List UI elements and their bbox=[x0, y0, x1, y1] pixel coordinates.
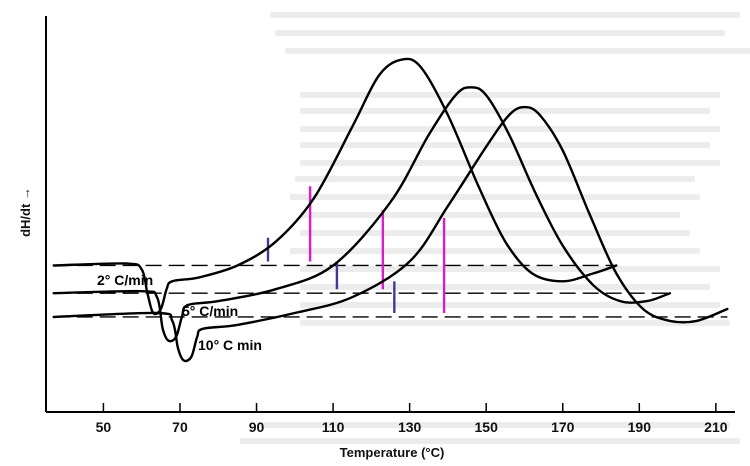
ghost-text-line bbox=[300, 92, 720, 98]
ghost-text-line bbox=[285, 48, 750, 54]
x-tick-label: 70 bbox=[172, 419, 188, 435]
ghost-text-line bbox=[270, 12, 740, 18]
x-tick-label: 110 bbox=[322, 419, 345, 435]
ghost-text-line bbox=[300, 160, 720, 166]
ghost-text-line bbox=[290, 248, 700, 254]
x-ticks: 50 70 90 110 130 150 170 190 210 bbox=[96, 403, 728, 435]
ghost-text-line bbox=[260, 422, 730, 428]
markers bbox=[266, 186, 446, 313]
ghost-text-line bbox=[300, 284, 710, 290]
ghost-text-line bbox=[300, 302, 720, 308]
ghost-text-line bbox=[290, 194, 700, 200]
ghost-text-line bbox=[275, 30, 725, 36]
ghost-text-line bbox=[300, 320, 730, 326]
x-tick-label: 150 bbox=[475, 419, 499, 435]
curves bbox=[52, 57, 729, 363]
ghost-text-line bbox=[300, 212, 680, 218]
x-tick-label: 130 bbox=[398, 419, 422, 435]
series-curve bbox=[52, 86, 672, 343]
x-tick-label: 90 bbox=[249, 419, 265, 435]
y-axis-title: dH/dt → bbox=[18, 187, 33, 237]
ghost-text-line bbox=[300, 126, 720, 132]
x-tick-label: 190 bbox=[628, 419, 652, 435]
ghost-text-line bbox=[295, 176, 695, 182]
series-curve bbox=[52, 57, 618, 316]
x-tick-label: 50 bbox=[96, 419, 112, 435]
series-label-2: 2° C/min bbox=[97, 272, 153, 288]
x-axis-title: Temperature (°C) bbox=[340, 445, 445, 460]
series-label-10: 10° C min bbox=[198, 337, 262, 353]
ghost-text-line bbox=[240, 438, 740, 444]
ghost-text-line bbox=[300, 142, 710, 148]
curve-labels: 2° C/min 5° C/min 10° C min bbox=[97, 272, 262, 353]
ghost-text-line bbox=[300, 230, 690, 236]
x-tick-label: 170 bbox=[551, 419, 575, 435]
series-curve bbox=[52, 105, 729, 363]
ghost-text-line bbox=[300, 266, 720, 272]
axes bbox=[45, 16, 735, 413]
series-label-5: 5° C/min bbox=[182, 303, 238, 319]
x-tick-label: 210 bbox=[704, 419, 728, 435]
ghost-text-line bbox=[300, 108, 710, 114]
